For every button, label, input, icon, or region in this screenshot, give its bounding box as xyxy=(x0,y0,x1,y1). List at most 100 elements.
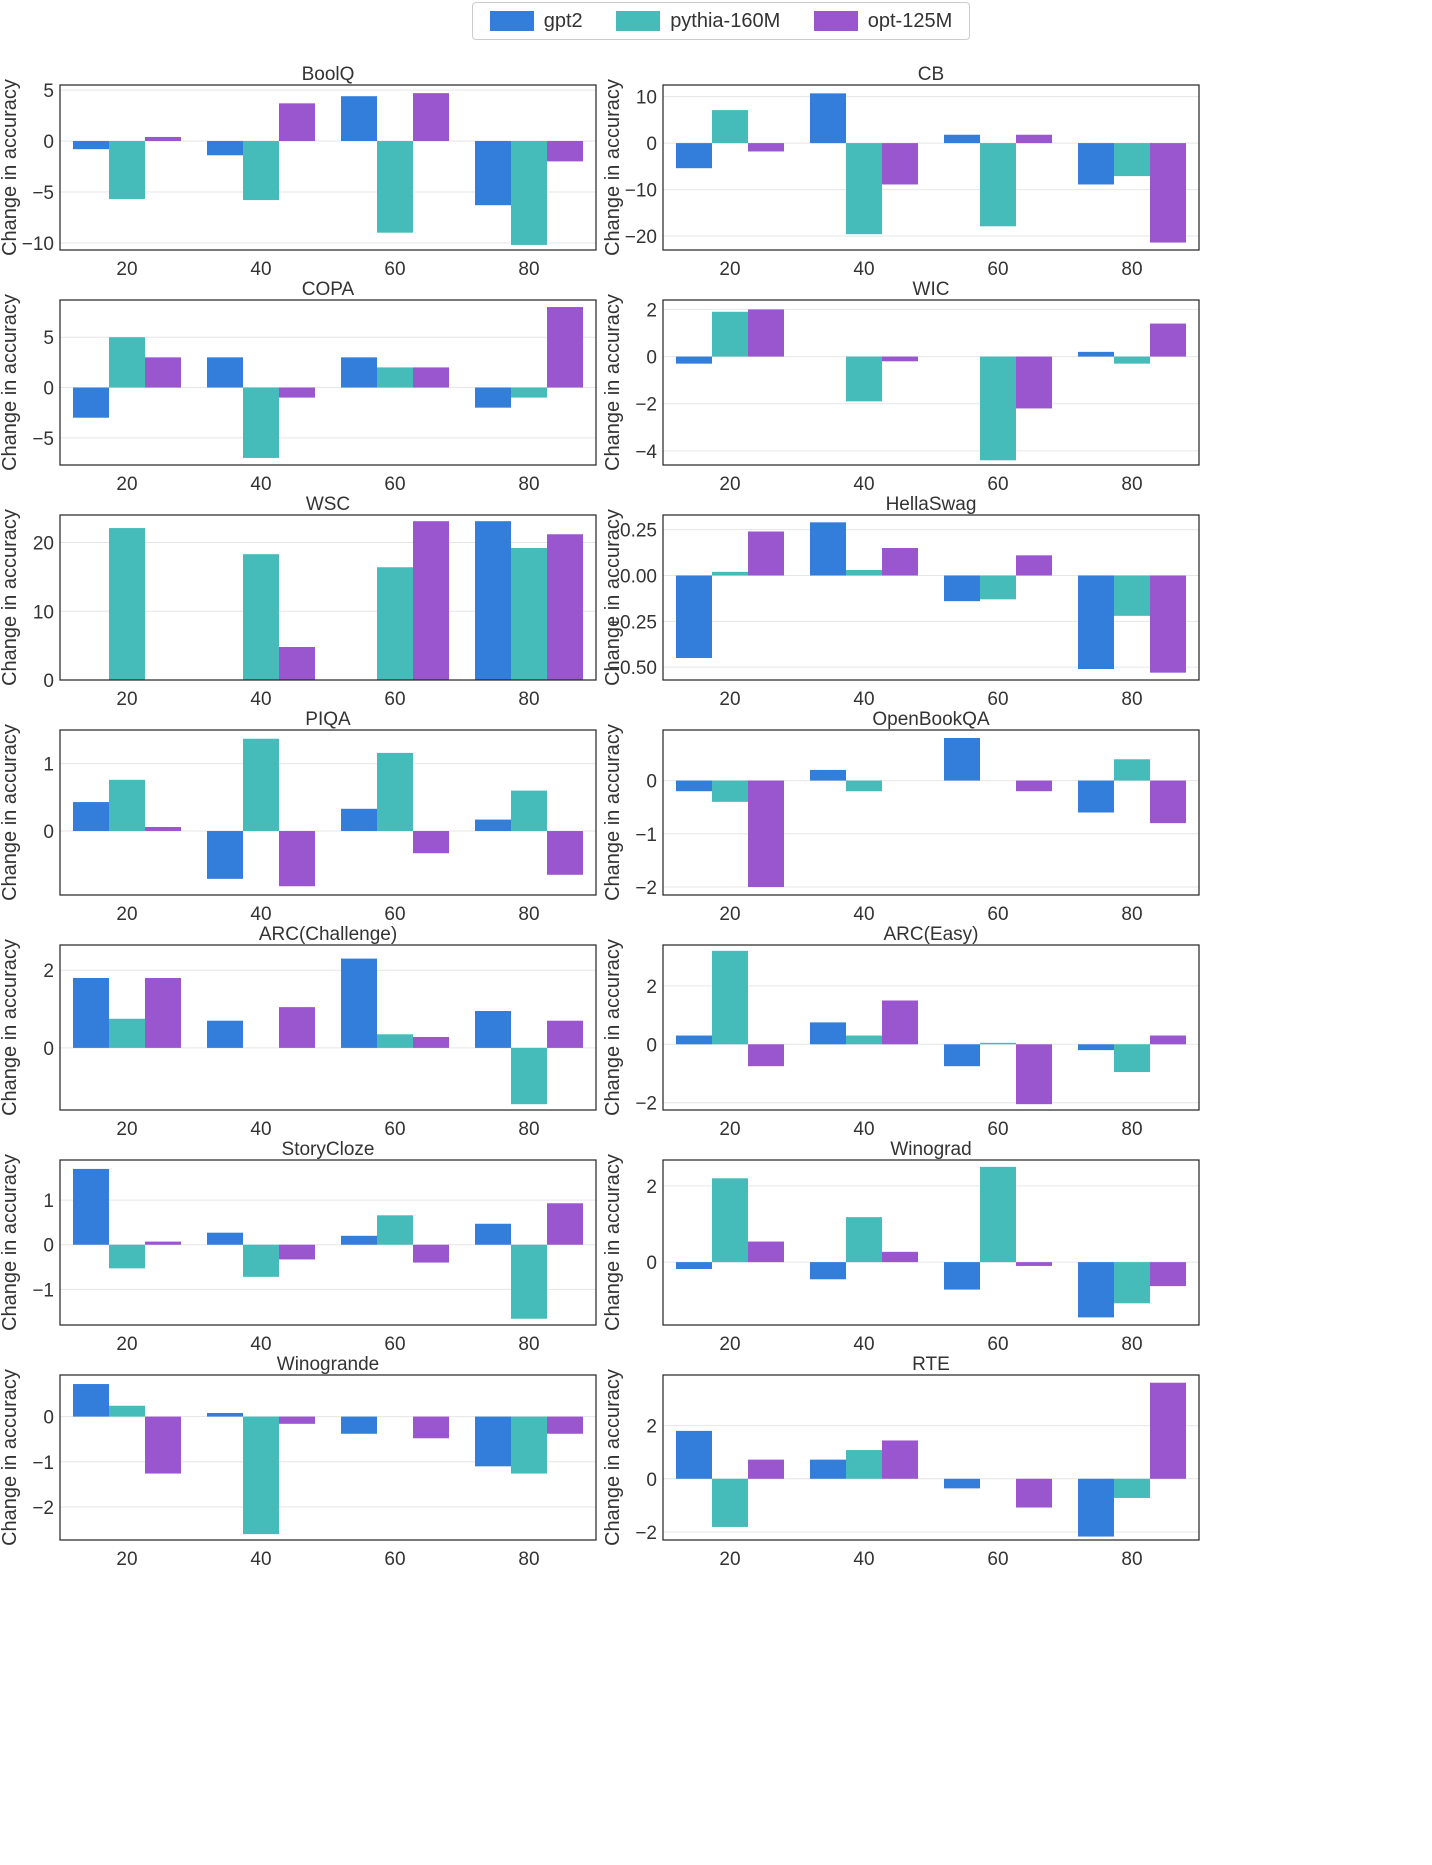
bar-pythia-160M-80 xyxy=(511,790,547,832)
x-tick-label: 80 xyxy=(1121,904,1142,925)
bar-pythia-160M-20 xyxy=(712,1478,748,1527)
y-tick-label: 1 xyxy=(43,755,54,776)
y-tick-label: −5 xyxy=(32,183,54,204)
legend-label: gpt2 xyxy=(543,9,583,32)
y-tick-label: 10 xyxy=(33,602,54,623)
x-tick-label: 40 xyxy=(853,474,874,495)
bar-pythia-160M-80 xyxy=(511,1047,547,1105)
y-tick-label: −2 xyxy=(635,1523,657,1544)
y-tick-label: −2 xyxy=(635,1094,657,1115)
x-tick-label: 60 xyxy=(987,904,1008,925)
y-tick-label: −1 xyxy=(635,825,657,846)
x-tick-label: 60 xyxy=(384,474,405,495)
subplot-winogrande: 0 −1 −2 20 40 60 80 Winogrande Change in accurac… xyxy=(0,1354,597,1570)
bar-opt-125M-20 xyxy=(145,136,181,142)
x-tick-label: 20 xyxy=(719,1334,740,1355)
subplot-storycloze: 1 0 −1 20 40 60 80 StoryCloze Change in accuracy xyxy=(0,1139,597,1355)
x-tick-label: 80 xyxy=(518,474,539,495)
bar-opt-125M-60 xyxy=(1016,1478,1052,1508)
bar-gpt2-60 xyxy=(944,575,980,602)
y-tick-label: 0 xyxy=(43,379,54,400)
bar-gpt2-80 xyxy=(475,521,511,680)
y-tick-label: −5 xyxy=(32,429,54,450)
bar-pythia-160M-80 xyxy=(1114,356,1150,364)
bar-pythia-160M-20 xyxy=(109,1018,145,1048)
subplot-piqa: 1 0 20 40 60 80 PIQA Change in accuracy xyxy=(0,709,597,925)
x-tick-label: 20 xyxy=(719,474,740,495)
bar-pythia-160M-20 xyxy=(712,110,748,144)
x-tick-label: 20 xyxy=(116,904,137,925)
subplot-title: StoryCloze xyxy=(282,1139,375,1160)
bar-pythia-160M-60 xyxy=(377,367,413,388)
bar-opt-125M-20 xyxy=(145,978,181,1048)
y-tick-label: 0 xyxy=(43,1236,54,1257)
y-axis-label: Change in accuracy xyxy=(0,1369,21,1546)
x-tick-label: 80 xyxy=(1121,1119,1142,1140)
bar-gpt2-40 xyxy=(207,1412,243,1417)
subplot-title: ARC(Challenge) xyxy=(259,924,397,945)
y-tick-label: −2 xyxy=(635,395,657,416)
bar-pythia-160M-60 xyxy=(377,752,413,832)
x-tick-label: 60 xyxy=(384,1119,405,1140)
legend-item-opt-125M: opt-125M xyxy=(813,10,952,33)
bar-opt-125M-20 xyxy=(145,1416,181,1474)
bar-gpt2-60 xyxy=(944,1478,980,1489)
x-tick-label: 80 xyxy=(518,1334,539,1355)
y-tick-label: 2 xyxy=(646,1177,657,1198)
bar-opt-125M-80 xyxy=(547,307,583,388)
bar-gpt2-20 xyxy=(676,1262,712,1269)
x-tick-label: 80 xyxy=(1121,689,1142,710)
bar-gpt2-60 xyxy=(341,1235,377,1245)
y-tick-label: 0 xyxy=(646,772,657,793)
y-tick-label: 5 xyxy=(43,81,54,102)
y-axis-label: Change in accuracy xyxy=(602,294,624,471)
bar-opt-125M-60 xyxy=(413,367,449,388)
legend-swatch xyxy=(813,11,858,31)
x-tick-label: 80 xyxy=(1121,259,1142,280)
bar-opt-125M-20 xyxy=(748,531,784,576)
bar-opt-125M-80 xyxy=(547,1416,583,1434)
x-tick-label: 80 xyxy=(518,904,539,925)
x-tick-label: 60 xyxy=(384,1334,405,1355)
x-tick-label: 60 xyxy=(384,689,405,710)
x-tick-label: 60 xyxy=(987,1119,1008,1140)
bar-opt-125M-40 xyxy=(279,387,315,398)
y-tick-label: −10 xyxy=(625,181,657,202)
bar-gpt2-60 xyxy=(944,134,980,144)
x-tick-label: 40 xyxy=(853,689,874,710)
bar-gpt2-60 xyxy=(341,958,377,1048)
bar-opt-125M-40 xyxy=(882,1440,918,1479)
bar-opt-125M-20 xyxy=(748,1241,784,1263)
bar-gpt2-40 xyxy=(810,1262,846,1280)
x-tick-label: 80 xyxy=(518,1549,539,1570)
bar-pythia-160M-80 xyxy=(1114,143,1150,177)
x-tick-label: 80 xyxy=(518,259,539,280)
subplot-title: WIC xyxy=(913,279,950,300)
bar-pythia-160M-80 xyxy=(1114,575,1150,616)
bar-gpt2-40 xyxy=(207,831,243,879)
subplot-wsc: 20 10 0 20 40 60 80 WSC Change in accuracy xyxy=(0,494,597,710)
x-tick-label: 20 xyxy=(719,1119,740,1140)
y-tick-label: 2 xyxy=(646,300,657,321)
bar-opt-125M-60 xyxy=(1016,356,1052,409)
bar-pythia-160M-80 xyxy=(1114,1262,1150,1304)
bar-pythia-160M-60 xyxy=(377,567,413,680)
plot-frame xyxy=(662,299,1200,466)
plot-frame xyxy=(662,944,1200,1111)
bar-opt-125M-60 xyxy=(1016,1262,1052,1266)
subplot-copa: 5 0 −5 20 40 60 80 COPA Change in accuracy xyxy=(0,279,597,495)
bar-pythia-160M-40 xyxy=(243,141,279,201)
bar-pythia-160M-40 xyxy=(846,570,882,576)
bar-gpt2-40 xyxy=(810,1022,846,1045)
subplot-title: HellaSwag xyxy=(886,494,977,515)
bar-pythia-160M-80 xyxy=(511,387,547,398)
x-tick-label: 80 xyxy=(1121,1334,1142,1355)
y-tick-label: 2 xyxy=(43,961,54,982)
bar-pythia-160M-80 xyxy=(511,1244,547,1319)
plot-frame xyxy=(662,514,1200,681)
x-tick-label: 20 xyxy=(719,689,740,710)
y-axis-label: Change in accuracy xyxy=(0,939,21,1116)
bar-pythia-160M-40 xyxy=(846,1035,882,1045)
